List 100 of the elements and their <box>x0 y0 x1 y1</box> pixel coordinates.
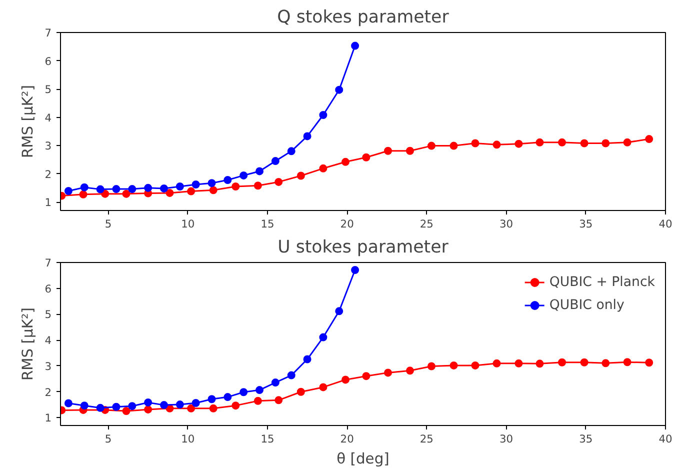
y-axis-title: RMS [μK²] <box>20 307 37 381</box>
x-tick-label: 20 <box>340 432 354 446</box>
point <box>101 190 110 198</box>
point <box>514 140 523 148</box>
point <box>254 396 262 405</box>
y-tick-label: 5 <box>44 83 52 96</box>
point <box>492 140 501 149</box>
legend-label: QUBIC only <box>549 298 624 312</box>
point <box>296 388 305 396</box>
point <box>160 401 168 410</box>
point <box>623 358 632 366</box>
point <box>96 404 104 412</box>
point <box>427 142 436 150</box>
point <box>192 398 200 407</box>
point <box>335 86 344 94</box>
point <box>176 400 184 409</box>
point <box>602 139 610 148</box>
point <box>580 358 588 366</box>
point <box>558 138 566 146</box>
y-tick-label: 2 <box>44 386 52 399</box>
point <box>224 176 232 184</box>
point <box>209 186 218 194</box>
point <box>274 396 283 404</box>
point <box>341 376 350 384</box>
point <box>144 405 152 414</box>
point <box>341 158 350 166</box>
point <box>128 185 136 194</box>
point <box>144 184 152 192</box>
point <box>160 184 168 192</box>
point <box>645 358 654 367</box>
point <box>471 361 480 370</box>
point <box>187 404 196 412</box>
point <box>240 388 248 396</box>
point <box>319 111 328 119</box>
y-tick-label: 1 <box>44 412 52 425</box>
point <box>580 139 588 148</box>
x-tick-label: 40 <box>658 432 672 446</box>
point <box>144 398 152 406</box>
x-tick-label: 20 <box>340 218 354 230</box>
point <box>406 146 414 155</box>
point <box>240 171 248 180</box>
x-tick-label: 30 <box>500 432 514 446</box>
point <box>64 399 72 408</box>
x-tick-label: 30 <box>500 218 514 230</box>
point <box>224 393 232 402</box>
point <box>427 362 436 370</box>
point <box>122 190 130 198</box>
x-tick-label: 5 <box>104 218 112 230</box>
y-tick-label: 3 <box>44 360 52 373</box>
point <box>362 153 370 162</box>
point <box>536 360 544 368</box>
point <box>254 182 262 190</box>
point <box>623 138 632 146</box>
point <box>296 172 305 180</box>
point <box>271 157 280 166</box>
y-tick-label: 1 <box>44 196 52 210</box>
point <box>256 167 264 176</box>
chart-title: Q stokes parameter <box>277 8 450 28</box>
x-tick-label: 15 <box>260 218 274 230</box>
legend-label: QUBIC + Planck <box>549 274 655 290</box>
point <box>351 42 360 50</box>
y-tick-label: 5 <box>44 308 52 322</box>
point <box>271 378 280 387</box>
x-tick-label: 25 <box>420 432 434 446</box>
x-axis-title: θ [deg] <box>336 450 390 468</box>
point <box>128 402 136 410</box>
x-tick-label: 10 <box>181 218 195 230</box>
point <box>602 359 610 368</box>
point <box>450 361 458 370</box>
y-tick-label: 3 <box>44 140 52 153</box>
point <box>384 146 392 155</box>
y-tick-label: 6 <box>44 282 52 296</box>
point <box>64 187 72 195</box>
point <box>362 372 370 380</box>
y-tick-label: 2 <box>44 168 52 181</box>
point <box>558 358 566 366</box>
point <box>319 333 328 342</box>
point <box>187 187 196 196</box>
point <box>303 355 312 364</box>
y-tick-label: 7 <box>44 26 52 40</box>
point <box>335 307 344 316</box>
x-tick-label: 35 <box>579 432 593 446</box>
x-tick-label: 5 <box>104 432 112 446</box>
x-tick-label: 25 <box>420 218 434 230</box>
point <box>256 386 264 394</box>
point <box>406 366 414 375</box>
point <box>112 402 120 411</box>
point <box>112 185 120 194</box>
point <box>287 147 296 156</box>
point <box>80 183 88 192</box>
point <box>514 359 523 368</box>
point <box>209 404 218 412</box>
point <box>450 142 458 150</box>
point <box>208 179 216 188</box>
point <box>645 135 654 144</box>
y-tick-label: 7 <box>44 256 52 270</box>
y-tick-label: 6 <box>44 54 52 68</box>
x-tick-label: 15 <box>260 432 274 446</box>
point <box>208 395 216 404</box>
point <box>303 132 312 140</box>
